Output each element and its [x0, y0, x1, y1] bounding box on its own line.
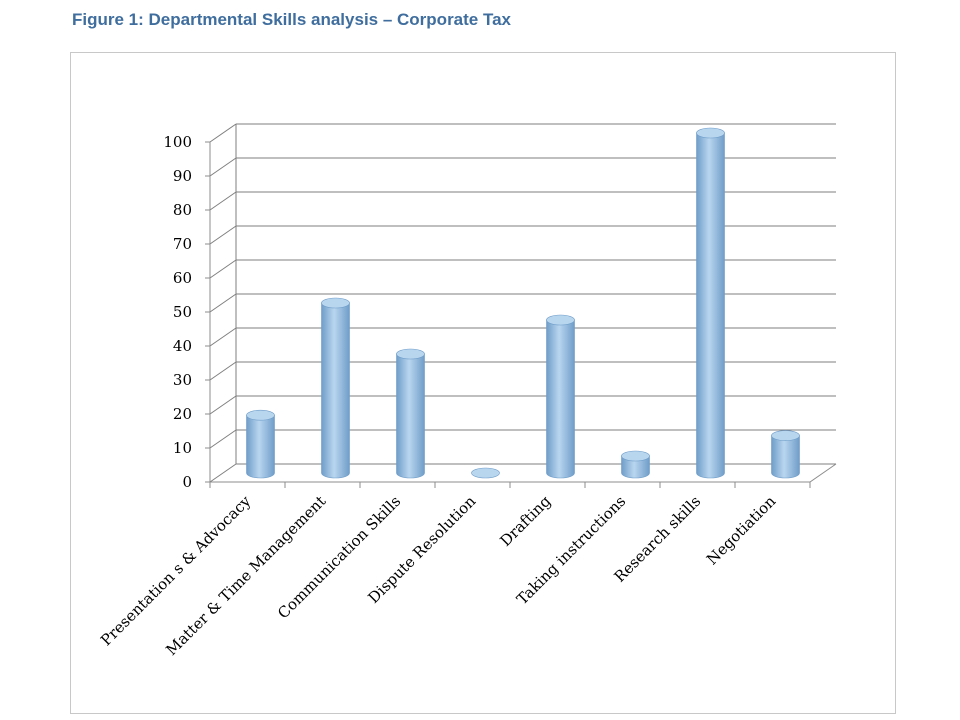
gridline-diagonal: [209, 191, 237, 211]
x-tick-label: Negotiation: [703, 492, 780, 569]
bar-body: [246, 414, 275, 479]
y-tick-label: 0: [182, 473, 192, 491]
bar: [396, 348, 425, 479]
bar-top: [396, 348, 425, 360]
y-tick-label: 90: [173, 167, 192, 185]
gridline-diagonal: [209, 463, 237, 483]
gridline-diagonal: [209, 157, 237, 177]
figure-title: Figure 1: Departmental Skills analysis –…: [72, 10, 512, 29]
bar-body: [771, 435, 800, 479]
bar-top: [246, 409, 275, 421]
x-tick-label: Matter & Time Management: [162, 492, 329, 659]
bar: [546, 314, 575, 479]
bar: [321, 297, 350, 479]
x-tick-label: Communication Skills: [274, 492, 404, 622]
y-tick-label: 60: [173, 269, 192, 287]
grid-layer: [209, 123, 836, 483]
bar: [771, 430, 800, 479]
gridline-diagonal: [209, 429, 237, 449]
y-tick-label: 50: [173, 303, 192, 321]
gridline-diagonal: [209, 225, 237, 245]
y-tick-label: 10: [173, 439, 192, 457]
bar-top: [696, 127, 725, 139]
y-tick-label: 80: [173, 201, 192, 219]
bar: [621, 450, 650, 479]
bar-top: [321, 297, 350, 309]
y-tick-label: 30: [173, 371, 192, 389]
x-tick-label: Presentation s & Advocacy: [97, 492, 255, 650]
bar-top: [471, 467, 500, 479]
bar-body: [396, 353, 425, 479]
x-tick-label: Drafting: [497, 492, 555, 550]
bar-body: [321, 302, 350, 479]
gridline-diagonal: [209, 361, 237, 381]
gridline-diagonal: [209, 259, 237, 279]
bar-layer: [246, 127, 800, 479]
gridline-diagonal: [209, 123, 237, 143]
bar-top: [621, 450, 650, 462]
y-tick-label: 100: [163, 133, 192, 151]
y-tick-label: 40: [173, 337, 192, 355]
axis-layer: [205, 141, 837, 488]
y-tick-label: 20: [173, 405, 192, 423]
gridline-diagonal: [209, 327, 237, 347]
gridline-diagonal: [209, 293, 237, 313]
bar-top: [546, 314, 575, 326]
floor-edge: [210, 463, 837, 483]
bar: [471, 467, 500, 479]
bar: [246, 409, 275, 479]
bar-top: [771, 430, 800, 441]
bar: [696, 127, 725, 479]
bar-body: [546, 319, 575, 479]
bar-body: [696, 132, 725, 479]
chart-frame: [70, 52, 896, 714]
bar-body: [621, 455, 650, 479]
y-tick-label: 70: [173, 235, 192, 253]
gridline-diagonal: [209, 395, 237, 415]
